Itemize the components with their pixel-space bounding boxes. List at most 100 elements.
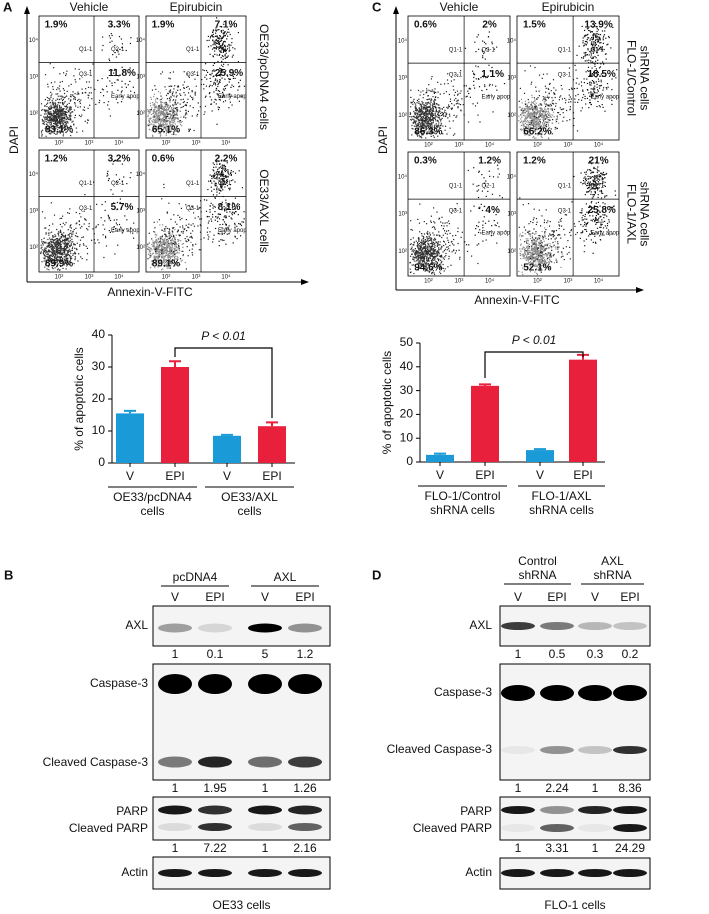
event-dot — [183, 71, 185, 73]
event-dot — [424, 106, 426, 108]
event-dot — [170, 249, 172, 251]
event-dot — [75, 81, 77, 83]
event-dot — [169, 256, 171, 258]
event-dot — [54, 242, 56, 244]
event-dot — [107, 174, 109, 176]
event-dot — [155, 234, 157, 236]
event-dot — [446, 106, 448, 108]
event-dot — [116, 219, 118, 221]
panel-letter: A — [3, 0, 13, 14]
event-dot — [523, 125, 526, 127]
event-dot — [70, 249, 72, 251]
event-dot — [53, 262, 55, 264]
event-dot — [59, 122, 61, 125]
event-dot — [50, 111, 52, 113]
event-dot — [64, 110, 66, 113]
event-dot — [170, 85, 172, 87]
event-dot — [167, 92, 169, 94]
event-dot — [479, 121, 481, 123]
event-dot — [444, 109, 446, 111]
event-dot — [569, 108, 571, 110]
event-dot — [184, 238, 186, 240]
event-dot — [546, 122, 548, 124]
event-dot — [524, 103, 527, 106]
event-dot — [174, 114, 176, 116]
event-dot — [222, 219, 224, 221]
event-dot — [223, 239, 225, 241]
event-dot — [49, 232, 51, 234]
event-dot — [60, 255, 62, 258]
event-dot — [225, 227, 227, 229]
event-dot — [52, 258, 54, 261]
event-dot — [54, 125, 56, 128]
event-dot — [431, 123, 433, 125]
event-dot — [527, 126, 529, 128]
event-dot — [153, 246, 155, 248]
event-dot — [475, 65, 477, 67]
event-dot — [535, 86, 537, 88]
event-dot — [68, 241, 70, 243]
event-dot — [169, 258, 171, 261]
event-dot — [541, 108, 543, 110]
event-dot — [219, 174, 222, 176]
event-dot — [212, 241, 214, 243]
event-dot — [174, 228, 176, 231]
event-dot — [93, 181, 95, 183]
event-dot — [218, 38, 221, 40]
event-dot — [79, 106, 81, 108]
event-dot — [167, 263, 169, 265]
event-dot — [216, 163, 218, 165]
event-dot — [171, 263, 173, 265]
event-dot — [171, 114, 173, 116]
event-dot — [437, 107, 439, 109]
event-dot — [420, 116, 422, 118]
event-dot — [61, 260, 63, 262]
event-dot — [532, 111, 534, 113]
event-dot — [161, 111, 163, 113]
event-dot — [553, 108, 556, 110]
event-dot — [129, 42, 131, 45]
event-dot — [49, 239, 51, 241]
event-dot — [86, 259, 88, 261]
event-dot — [60, 247, 62, 249]
event-dot — [232, 242, 234, 244]
event-dot — [151, 261, 153, 263]
event-dot — [152, 116, 154, 118]
event-dot — [90, 92, 92, 94]
event-dot — [226, 56, 228, 58]
event-dot — [167, 256, 169, 258]
event-dot — [220, 172, 222, 174]
event-dot — [58, 121, 61, 123]
event-dot — [72, 95, 75, 97]
event-dot — [182, 98, 184, 100]
event-dot — [219, 173, 221, 175]
event-dot — [547, 123, 549, 125]
gate-label: Q3-1 — [186, 72, 200, 78]
event-dot — [545, 124, 547, 126]
event-dot — [587, 49, 589, 51]
event-dot — [169, 233, 171, 235]
event-dot — [425, 110, 427, 112]
event-dot — [196, 113, 199, 115]
event-dot — [214, 182, 216, 184]
event-dot — [415, 120, 417, 122]
event-dot — [212, 44, 214, 46]
event-dot — [52, 253, 54, 255]
event-dot — [152, 242, 154, 244]
event-dot — [74, 117, 76, 119]
event-dot — [160, 120, 162, 122]
event-dot — [173, 88, 175, 90]
event-dot — [171, 94, 173, 96]
event-dot — [466, 95, 468, 97]
event-dot — [80, 116, 82, 118]
event-dot — [430, 123, 432, 125]
event-dot — [164, 233, 166, 235]
event-dot — [219, 35, 221, 37]
event-dot — [230, 173, 232, 176]
event-dot — [534, 121, 536, 123]
event-dot — [163, 261, 165, 263]
event-dot — [570, 101, 572, 103]
event-dot — [426, 111, 428, 113]
event-dot — [41, 132, 43, 134]
event-dot — [177, 257, 179, 259]
